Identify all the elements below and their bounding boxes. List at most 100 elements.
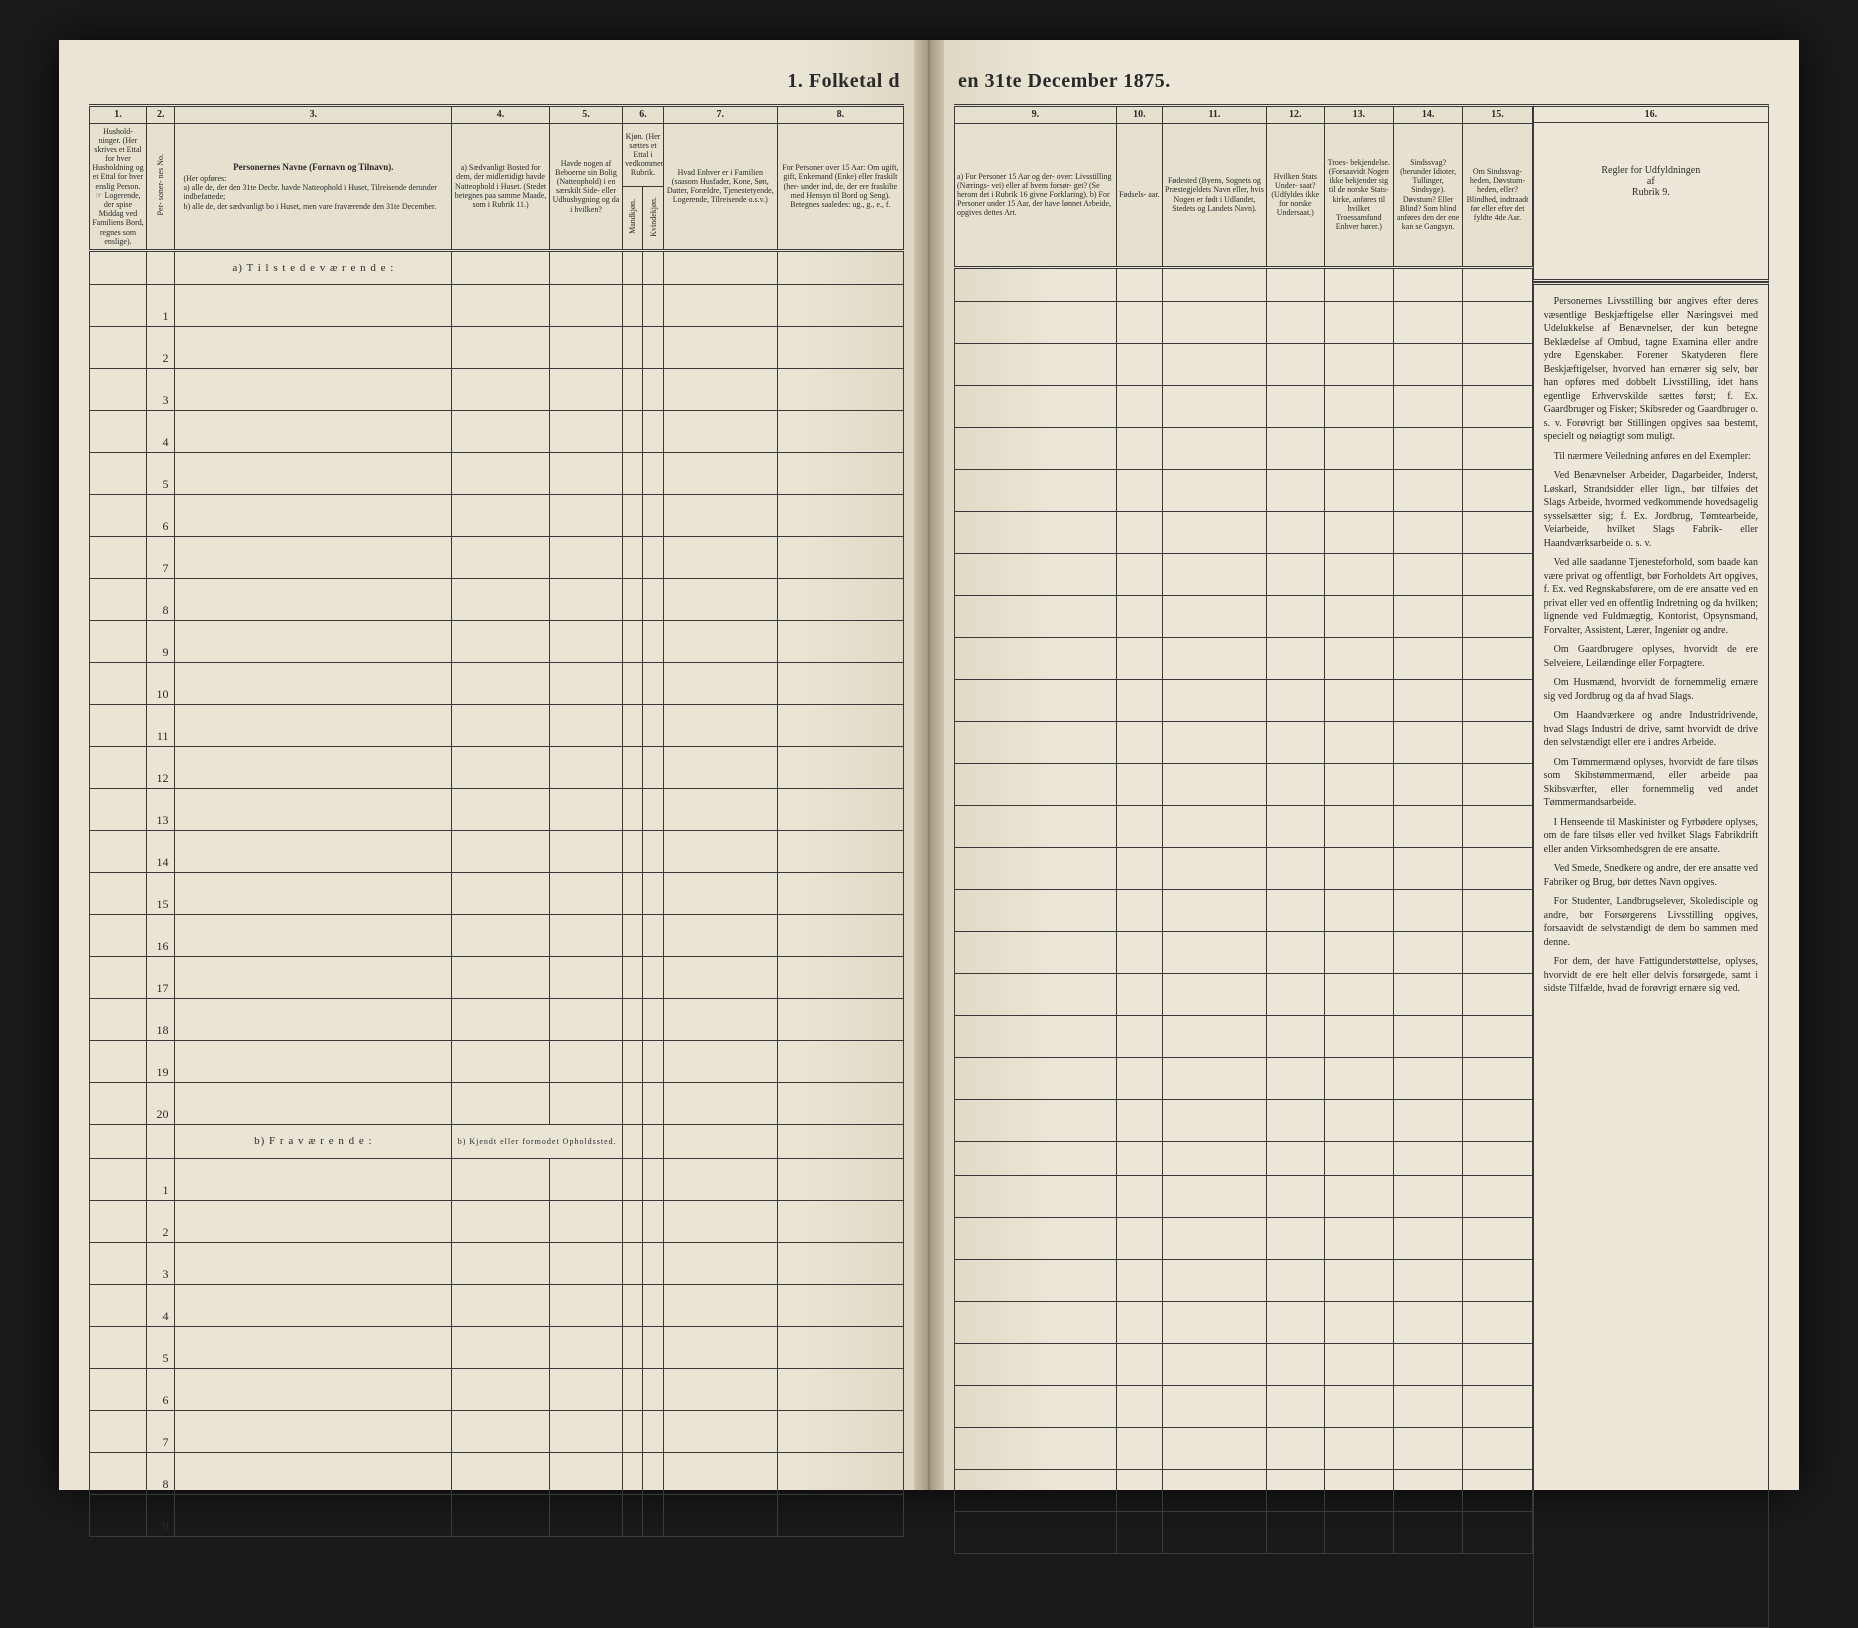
cell bbox=[1324, 1259, 1393, 1301]
cell bbox=[549, 956, 622, 998]
hdr-5: Havde nogen af Beboerne sin Bolig (Natte… bbox=[549, 123, 622, 250]
cell bbox=[1162, 1301, 1266, 1343]
cell bbox=[777, 1124, 903, 1158]
cell bbox=[1162, 427, 1266, 469]
cell bbox=[643, 1124, 663, 1158]
cell bbox=[90, 410, 147, 452]
row-num: 3 bbox=[146, 1242, 174, 1284]
cell bbox=[452, 914, 550, 956]
cell bbox=[643, 1410, 663, 1452]
section-b-r bbox=[955, 1141, 1533, 1175]
cell bbox=[955, 1259, 1117, 1301]
cell bbox=[663, 788, 777, 830]
section-b: b) F r a v æ r e n d e :b) Kjendt eller … bbox=[90, 1124, 904, 1158]
cell bbox=[1116, 637, 1162, 679]
table-row: 3 bbox=[90, 368, 904, 410]
cell bbox=[663, 998, 777, 1040]
cell bbox=[90, 746, 147, 788]
coln-15: 15. bbox=[1463, 106, 1532, 124]
cell bbox=[1116, 1343, 1162, 1385]
cell bbox=[90, 704, 147, 746]
table-row bbox=[955, 343, 1533, 385]
cell bbox=[1393, 553, 1462, 595]
table-row: 13 bbox=[90, 788, 904, 830]
cell bbox=[1393, 1343, 1462, 1385]
cell bbox=[1463, 469, 1532, 511]
left-table: 1. 2. 3. 4. 5. 6. 7. 8. Hushold- ninger.… bbox=[89, 104, 904, 1537]
table-row bbox=[955, 973, 1533, 1015]
cell bbox=[452, 1326, 550, 1368]
cell bbox=[623, 578, 643, 620]
cell bbox=[549, 662, 622, 704]
cell bbox=[90, 536, 147, 578]
cell bbox=[1266, 931, 1324, 973]
cell bbox=[1162, 1385, 1266, 1427]
cell bbox=[175, 704, 452, 746]
cell bbox=[663, 326, 777, 368]
cell bbox=[1393, 637, 1462, 679]
cell bbox=[1266, 1099, 1324, 1141]
cell bbox=[549, 1410, 622, 1452]
cell bbox=[1463, 1343, 1532, 1385]
cell bbox=[955, 1385, 1117, 1427]
table-row: 9 bbox=[90, 620, 904, 662]
cell bbox=[1266, 679, 1324, 721]
cell bbox=[549, 1242, 622, 1284]
cell bbox=[777, 1368, 903, 1410]
cell bbox=[777, 1494, 903, 1536]
cell bbox=[549, 704, 622, 746]
cell bbox=[1116, 469, 1162, 511]
cell bbox=[663, 956, 777, 998]
cell bbox=[623, 368, 643, 410]
cell bbox=[1463, 637, 1532, 679]
cell bbox=[90, 1242, 147, 1284]
cell bbox=[175, 1284, 452, 1326]
cell bbox=[452, 1452, 550, 1494]
cell bbox=[1463, 763, 1532, 805]
cell bbox=[1266, 1469, 1324, 1511]
cell bbox=[1162, 805, 1266, 847]
cell bbox=[175, 620, 452, 662]
left-page: 1. Folketal d 1. 2. 3. 4. 5. 6. 7. 8. bbox=[59, 40, 929, 1490]
cell bbox=[1393, 1099, 1462, 1141]
cell bbox=[643, 1242, 663, 1284]
cell bbox=[1324, 427, 1393, 469]
cell bbox=[175, 1368, 452, 1410]
cell bbox=[623, 284, 643, 326]
cell bbox=[955, 1343, 1117, 1385]
cell bbox=[1116, 1099, 1162, 1141]
row-num: 8 bbox=[146, 578, 174, 620]
table-row: 1 bbox=[90, 284, 904, 326]
cell bbox=[549, 788, 622, 830]
table-row: 5 bbox=[90, 1326, 904, 1368]
cell bbox=[1463, 679, 1532, 721]
cell bbox=[452, 368, 550, 410]
cell bbox=[777, 494, 903, 536]
cell bbox=[1116, 427, 1162, 469]
cell bbox=[643, 250, 663, 284]
cell bbox=[623, 1200, 643, 1242]
cell bbox=[1393, 847, 1462, 889]
cell bbox=[643, 788, 663, 830]
cell bbox=[549, 1200, 622, 1242]
row-num: 13 bbox=[146, 788, 174, 830]
cell bbox=[175, 1200, 452, 1242]
cell bbox=[1162, 763, 1266, 805]
cell bbox=[643, 326, 663, 368]
cell bbox=[452, 1242, 550, 1284]
cell bbox=[623, 998, 643, 1040]
cell bbox=[1162, 889, 1266, 931]
cell bbox=[1393, 595, 1462, 637]
cell bbox=[1266, 553, 1324, 595]
cell bbox=[1266, 1015, 1324, 1057]
cell bbox=[623, 620, 643, 662]
cell bbox=[452, 662, 550, 704]
cell bbox=[643, 872, 663, 914]
cell bbox=[955, 679, 1117, 721]
cell bbox=[175, 578, 452, 620]
cell bbox=[1162, 595, 1266, 637]
cell bbox=[1116, 889, 1162, 931]
cell bbox=[1266, 511, 1324, 553]
cell bbox=[623, 1082, 643, 1124]
cell bbox=[623, 830, 643, 872]
